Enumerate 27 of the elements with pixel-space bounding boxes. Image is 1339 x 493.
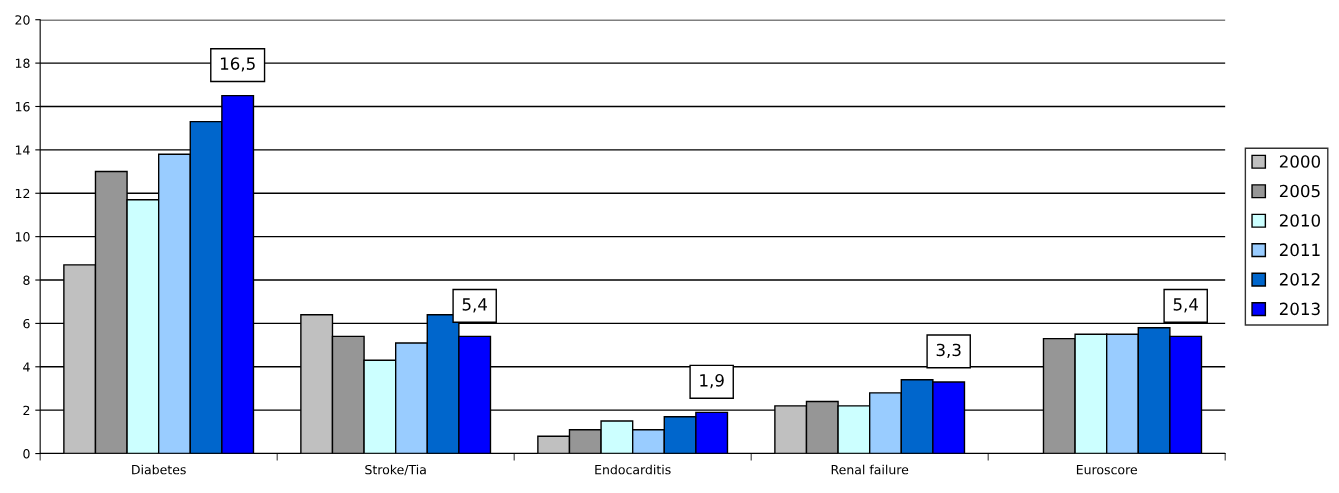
data-label: 5,4 [462,298,487,313]
y-tick-label: 0 [23,449,30,459]
legend-label: 2010 [1279,214,1321,227]
x-tick-label: Stroke/Tia [365,464,426,476]
legend-label: 2000 [1279,155,1321,168]
y-tick-label: 8 [23,275,30,285]
legend-label: 2005 [1279,184,1320,198]
data-label: 5,4 [1173,298,1198,313]
x-tick-label: Euroscore [1076,465,1137,475]
y-tick-label: 14 [15,145,30,155]
y-tick-label: 18 [15,58,30,69]
x-tick-label: Endocarditis [595,464,671,475]
data-label: 16,5 [220,57,255,72]
legend-label: 2012 [1279,273,1320,286]
y-tick-label: 12 [15,188,30,199]
data-label: 1,9 [700,374,724,389]
legend-label: 2013 [1279,302,1320,316]
y-tick-label: 16 [15,101,30,112]
x-tick-label: Diabetes [132,464,186,475]
x-tick-label: Renal failure [831,464,909,475]
y-tick-label: 20 [15,15,30,25]
y-tick-label: 6 [23,318,30,329]
y-tick-label: 10 [15,232,30,242]
data-label: 3,3 [936,343,961,358]
y-tick-label: 2 [23,405,30,415]
legend-label: 2011 [1279,243,1320,257]
y-tick-label: 4 [23,362,30,372]
